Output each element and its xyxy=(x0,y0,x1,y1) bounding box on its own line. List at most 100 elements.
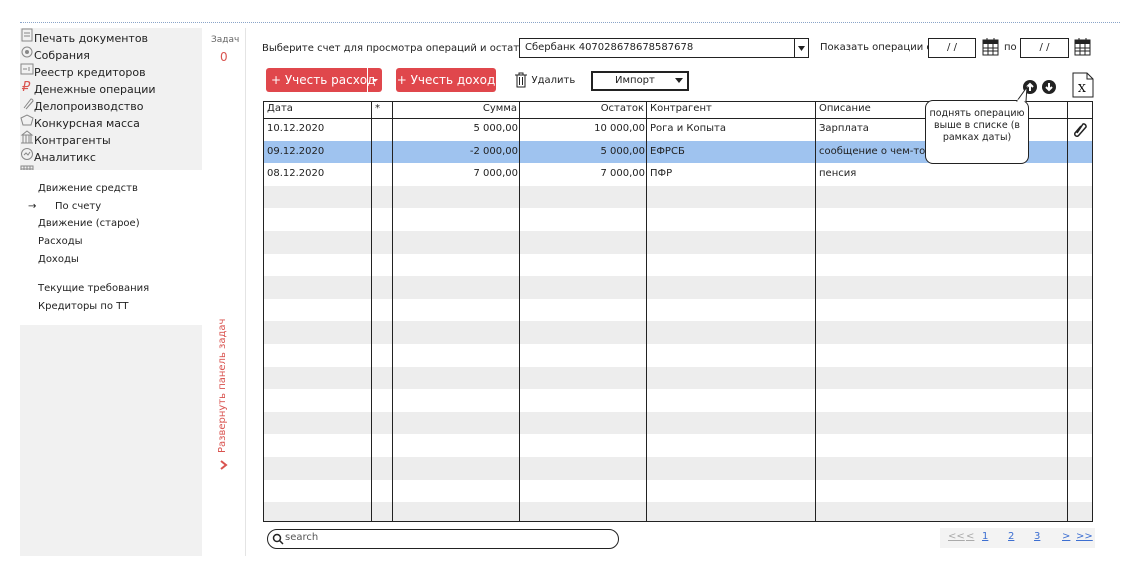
menu-label: Печать документов xyxy=(34,32,149,45)
to-label: по xyxy=(1004,42,1017,53)
svg-text:₽: ₽ xyxy=(21,80,31,93)
submenu-item[interactable]: Текущие требования xyxy=(38,283,150,294)
table-cell[interactable]: пенсия xyxy=(819,168,857,180)
table-cell[interactable]: 5 000,00 xyxy=(600,145,645,157)
table-cell[interactable]: Рога и Копыта xyxy=(650,123,726,134)
table-row xyxy=(264,366,1092,390)
table-row xyxy=(264,479,1092,503)
import-select[interactable]: Импорт xyxy=(591,71,689,91)
date-to[interactable]: / / xyxy=(1020,38,1069,58)
table-cell[interactable]: 10 000,00 xyxy=(594,123,645,134)
tasks-label: Задач xyxy=(211,35,240,45)
menu-item[interactable]: ₽ Денежные операции xyxy=(20,79,202,96)
header-divider xyxy=(264,118,1092,119)
page-link[interactable]: < xyxy=(966,531,975,542)
page-link[interactable]: 3 xyxy=(1034,531,1041,542)
column-divider xyxy=(519,102,520,521)
menu-label: Аналитикс xyxy=(34,151,96,164)
tooltip-pointer xyxy=(1016,86,1028,102)
date-from[interactable]: / / xyxy=(928,38,976,58)
column-header[interactable]: Дата xyxy=(267,103,293,114)
menu-item[interactable]: Собрания xyxy=(20,45,202,62)
menu-label: Конкурсная масса xyxy=(34,117,140,130)
table-row xyxy=(264,411,1092,435)
page-link[interactable]: >> xyxy=(1076,531,1093,542)
tasks-panel: Задач 0 Развернуть панель задач xyxy=(203,28,246,556)
page-link[interactable]: 2 xyxy=(1008,531,1015,542)
calendar-icon[interactable] xyxy=(1074,37,1091,56)
menu-item[interactable]: Конкурсная масса xyxy=(20,113,202,130)
menu-icon xyxy=(21,28,33,42)
table-row xyxy=(264,321,1092,344)
menu-label: Контрагенты xyxy=(34,134,111,147)
tasks-count: 0 xyxy=(220,50,228,64)
account-select[interactable]: Сбербанк 407028678678587678 xyxy=(519,38,809,58)
menu-label: Делопроизводство xyxy=(34,100,144,113)
column-header[interactable]: Остаток xyxy=(600,103,644,114)
table-cell[interactable]: 08.12.2020 xyxy=(267,168,325,180)
column-header[interactable]: * xyxy=(375,103,380,114)
table-cell[interactable]: сообщение о чем-то xyxy=(819,145,926,157)
menu-item[interactable]: Контрагенты xyxy=(20,130,202,147)
add-expense-text: + Учесть расход xyxy=(271,73,376,87)
page-link[interactable]: 1 xyxy=(982,531,989,542)
delete-text: Удалить xyxy=(531,75,576,86)
table-cell[interactable]: ЕФРСБ xyxy=(650,145,685,157)
trash-icon xyxy=(515,72,527,88)
submenu-item[interactable]: Движение средств xyxy=(38,183,138,194)
submenu-item[interactable]: Движение (старое) xyxy=(38,218,140,229)
sidebar: Движение средств → По счету Движение (старо… xyxy=(20,28,202,556)
page-link[interactable]: << xyxy=(948,531,965,542)
menu-label: Реестр кредиторов xyxy=(34,66,146,79)
search-input[interactable]: search xyxy=(267,529,619,549)
operations-table: Дата * Сумма Остаток Контрагент Описание 10.12… xyxy=(263,101,1093,522)
submenu-item[interactable]: Расходы xyxy=(38,236,83,247)
table-cell[interactable]: Зарплата xyxy=(819,123,869,134)
table-cell[interactable]: 5 000,00 xyxy=(473,123,518,134)
pagination xyxy=(940,528,1095,548)
table-cell[interactable]: -2 000,00 xyxy=(469,145,518,157)
table-row xyxy=(264,253,1092,277)
column-header[interactable]: Сумма xyxy=(482,103,517,114)
table-row xyxy=(264,344,1092,367)
table-row xyxy=(264,434,1092,457)
table-cell[interactable]: 7 000,00 xyxy=(600,168,645,180)
excel-export[interactable]: X xyxy=(1072,72,1094,98)
menu-item[interactable]: Аналитикс xyxy=(20,147,202,164)
column-divider xyxy=(371,102,372,521)
table-cell[interactable]: ПФР xyxy=(650,168,673,180)
add-expense-button[interactable]: + Учесть расход xyxy=(266,68,382,92)
submenu-item[interactable]: Кредиторы по ТТ xyxy=(38,301,129,312)
table-row xyxy=(264,231,1092,254)
table-cell[interactable]: 10.12.2020 xyxy=(267,123,325,134)
table-cell[interactable]: 7 000,00 xyxy=(473,168,518,180)
account-label: Выберите счет для просмотра операций и о… xyxy=(262,43,538,54)
table-row xyxy=(264,457,1092,480)
attachment-icon[interactable] xyxy=(1073,121,1087,137)
submenu: Движение средств → По счету Движение (старо… xyxy=(20,170,202,325)
table-row xyxy=(264,118,1092,141)
table-row xyxy=(264,298,1092,322)
column-header[interactable]: Описание xyxy=(819,103,871,114)
menu-item[interactable]: Печать документов xyxy=(20,28,202,45)
table-row xyxy=(264,163,1092,186)
calendar-icon[interactable] xyxy=(982,37,999,56)
menu-item[interactable]: Реестр кредиторов xyxy=(20,62,202,79)
submenu-item[interactable]: По счету xyxy=(55,201,102,212)
menu-icon: ₽ xyxy=(21,80,31,95)
table-cell[interactable]: 09.12.2020 xyxy=(267,145,325,157)
svg-text:X: X xyxy=(1078,82,1086,95)
page-link[interactable]: > xyxy=(1062,531,1071,542)
delete-button[interactable]: Удалить xyxy=(514,72,575,88)
expand-tasks[interactable]: Развернуть панель задач xyxy=(217,318,228,453)
table-row xyxy=(264,208,1092,231)
menu-icon xyxy=(21,148,33,160)
add-income-button[interactable]: + Учесть доход xyxy=(396,68,496,92)
period-label: Показать операции с xyxy=(820,42,932,53)
submenu-item[interactable]: Доходы xyxy=(38,254,79,265)
menu-icon xyxy=(20,63,34,75)
menu-item[interactable]: Делопроизводство xyxy=(20,96,202,113)
column-header[interactable]: Контрагент xyxy=(650,103,712,114)
